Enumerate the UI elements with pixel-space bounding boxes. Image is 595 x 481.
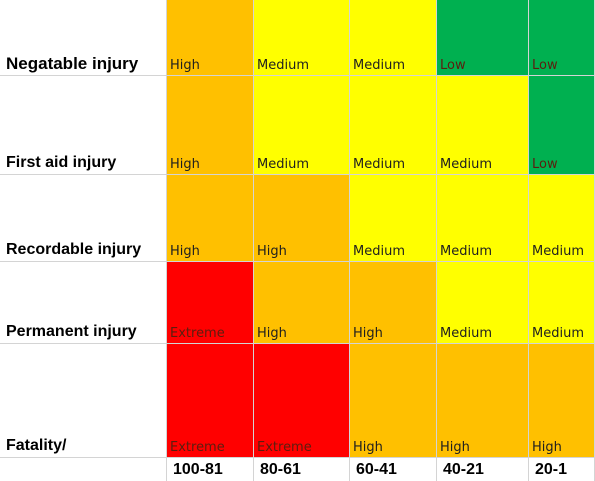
column-header-text: 80-61	[260, 461, 301, 478]
matrix-cell[interactable]: Medium	[437, 175, 529, 262]
matrix-cell[interactable]: Medium	[529, 262, 595, 344]
matrix-cell[interactable]: Extreme	[167, 344, 254, 458]
row-label-permanent-injury[interactable]: Permanent injury	[0, 262, 167, 344]
risk-rating: High	[257, 244, 287, 259]
risk-rating: Low	[532, 58, 558, 73]
risk-rating: Medium	[532, 244, 584, 259]
matrix-cell[interactable]: Low	[529, 76, 595, 175]
matrix-cell[interactable]: High	[254, 262, 350, 344]
risk-rating: High	[170, 244, 200, 259]
column-header-40-21[interactable]: 40-21	[437, 458, 529, 481]
matrix-cell[interactable]: Medium	[437, 76, 529, 175]
risk-rating: Extreme	[170, 440, 225, 455]
risk-rating: Medium	[353, 157, 405, 172]
column-header-text: 20-1	[535, 461, 568, 478]
risk-rating: Medium	[257, 58, 309, 73]
matrix-cell[interactable]: Medium	[437, 262, 529, 344]
row-label-recordable-injury[interactable]: Recordable injury	[0, 175, 167, 262]
risk-rating: High	[170, 58, 200, 73]
matrix-cell[interactable]: Medium	[529, 175, 595, 262]
risk-rating: Medium	[532, 326, 584, 341]
column-header-text: 60-41	[356, 461, 397, 478]
matrix-cell[interactable]: Low	[529, 0, 595, 76]
risk-rating: Medium	[353, 58, 405, 73]
row-label-negatable-injury[interactable]: Negatable injury	[0, 0, 167, 76]
matrix-cell[interactable]: Medium	[350, 175, 437, 262]
matrix-cell[interactable]: Extreme	[167, 262, 254, 344]
matrix-cell[interactable]: Medium	[254, 0, 350, 76]
risk-rating: High	[353, 326, 383, 341]
matrix-cell[interactable]: Low	[437, 0, 529, 76]
matrix-cell[interactable]: High	[167, 0, 254, 76]
column-header-blank[interactable]	[0, 458, 167, 481]
matrix-cell[interactable]: Medium	[350, 76, 437, 175]
matrix-cell[interactable]: High	[350, 344, 437, 458]
risk-rating: High	[257, 326, 287, 341]
risk-rating: Medium	[257, 157, 309, 172]
risk-rating: Extreme	[257, 440, 312, 455]
row-label-text: Permanent injury	[6, 323, 137, 340]
row-label-text: First aid injury	[6, 154, 117, 171]
row-label-first-aid-injury[interactable]: First aid injury	[0, 76, 167, 175]
column-header-100-81[interactable]: 100-81	[167, 458, 254, 481]
matrix-cell[interactable]: Extreme	[254, 344, 350, 458]
matrix-cell[interactable]: High	[437, 344, 529, 458]
matrix-cell[interactable]: High	[529, 344, 595, 458]
matrix-cell[interactable]: High	[167, 175, 254, 262]
risk-rating: High	[532, 440, 562, 455]
risk-rating: Low	[440, 58, 466, 73]
matrix-cell[interactable]: High	[167, 76, 254, 175]
matrix-cell[interactable]: High	[350, 262, 437, 344]
matrix-cell[interactable]: Medium	[254, 76, 350, 175]
column-header-text: 40-21	[443, 461, 484, 478]
column-header-20-1[interactable]: 20-1	[529, 458, 595, 481]
row-label-text: Recordable injury	[6, 241, 142, 258]
column-header-80-61[interactable]: 80-61	[254, 458, 350, 481]
risk-rating: High	[170, 157, 200, 172]
matrix-cell[interactable]: High	[254, 175, 350, 262]
column-header-text: 100-81	[173, 461, 223, 478]
risk-rating: Medium	[440, 326, 492, 341]
column-header-60-41[interactable]: 60-41	[350, 458, 437, 481]
risk-rating: High	[440, 440, 470, 455]
risk-rating: Medium	[440, 244, 492, 259]
risk-rating: Extreme	[170, 326, 225, 341]
row-label-text: Negatable injury	[6, 54, 139, 73]
risk-rating: Low	[532, 157, 558, 172]
row-label-fatality[interactable]: Fatality/	[0, 344, 167, 458]
matrix-cell[interactable]: Medium	[350, 0, 437, 76]
risk-rating: Medium	[440, 157, 492, 172]
risk-rating: Medium	[353, 244, 405, 259]
risk-rating: High	[353, 440, 383, 455]
row-label-text: Fatality/	[6, 437, 67, 454]
